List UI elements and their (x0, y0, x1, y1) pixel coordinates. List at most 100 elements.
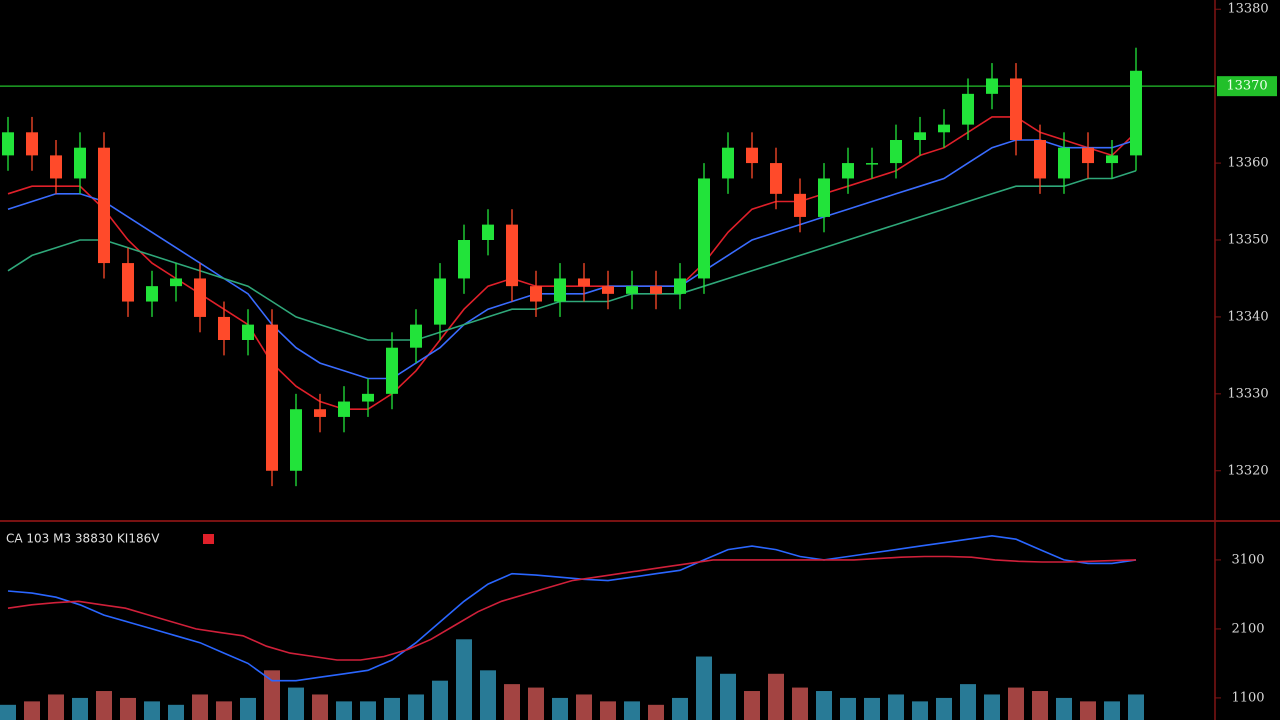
candle-body (770, 163, 782, 194)
candle-body (2, 132, 14, 156)
candle-body (722, 147, 734, 179)
indicator-line (7, 555, 1137, 661)
legend-swatch (203, 534, 214, 544)
volume-bar (672, 697, 688, 720)
candle-body (338, 401, 350, 417)
candle-body (482, 224, 494, 240)
candle-body (842, 163, 854, 179)
volume-bar (192, 694, 208, 720)
candle-body (554, 278, 566, 302)
volume-bar (912, 701, 928, 720)
volume-bar (336, 701, 352, 720)
volume-bar (384, 697, 400, 720)
volume-bar (648, 704, 664, 720)
candle-body (602, 286, 614, 294)
y-tick-label: 1100 (1231, 690, 1264, 705)
y-tick-label: 2100 (1231, 621, 1264, 636)
candle-body (818, 178, 830, 217)
candle-body (242, 324, 254, 340)
volume-bar (480, 670, 496, 720)
candle-body (266, 324, 278, 471)
indicator-legend: CA 103 M3 38830 KI186V (6, 532, 160, 546)
volume-bar (768, 673, 784, 720)
candle-body (314, 409, 326, 417)
candle-body (986, 78, 998, 94)
indicator-line (7, 534, 1137, 682)
candle-body (746, 147, 758, 164)
volume-bar (720, 673, 736, 720)
volume-bar (960, 684, 976, 720)
candle-body (146, 286, 158, 302)
indicator-line (7, 170, 1137, 341)
candle-body (530, 286, 542, 302)
candle-body (410, 324, 422, 348)
volume-bar (288, 687, 304, 720)
volume-bar (48, 694, 64, 720)
volume-bar (1032, 691, 1048, 720)
candle-body (458, 240, 470, 279)
candle-body (914, 132, 926, 140)
volume-bar (576, 694, 592, 720)
candle-body (434, 278, 446, 325)
volume-bar (744, 691, 760, 720)
volume-bar (1056, 697, 1072, 720)
volume-bar (1008, 687, 1024, 720)
volume-bar (840, 697, 856, 720)
candle-body (26, 132, 38, 156)
candle-body (626, 286, 638, 294)
candle-body (122, 263, 134, 302)
volume-bar (72, 697, 88, 720)
volume-bar (408, 694, 424, 720)
candle-body (290, 409, 302, 471)
price-tag (1217, 76, 1277, 97)
y-tick-label: 13330 (1227, 386, 1268, 401)
volume-bar (456, 639, 472, 720)
y-tick-label: 13340 (1227, 309, 1268, 324)
indicator-line (7, 139, 1137, 380)
volume-bar (792, 687, 808, 720)
volume-bar (216, 701, 232, 720)
volume-bar (528, 687, 544, 720)
volume-bar (504, 684, 520, 720)
candle-body (506, 224, 518, 287)
volume-bar (816, 691, 832, 720)
volume-bar (1104, 701, 1120, 720)
candle-body (1058, 147, 1070, 179)
volume-bar (0, 704, 16, 720)
candle-body (698, 178, 710, 279)
price-tag-label: 13370 (1226, 79, 1267, 94)
volume-bar (360, 701, 376, 720)
candle-body (170, 278, 182, 287)
candle-body (674, 278, 686, 294)
candle-body (98, 147, 110, 264)
volume-bar (120, 697, 136, 720)
candle-body (386, 347, 398, 394)
candle-body (1106, 155, 1118, 164)
candle-body (794, 193, 806, 217)
candle-body (938, 124, 950, 133)
volume-bar (240, 697, 256, 720)
candle-body (1082, 147, 1094, 164)
y-tick-label: 13380 (1227, 2, 1268, 17)
volume-bar (624, 701, 640, 720)
volume-bar (696, 656, 712, 720)
volume-bar (864, 697, 880, 720)
volume-bar (600, 701, 616, 720)
candle-body (1130, 70, 1142, 156)
candle-body (578, 278, 590, 287)
volume-bar (888, 694, 904, 720)
candle-body (50, 155, 62, 179)
y-tick-label: 13320 (1227, 463, 1268, 478)
volume-bar (168, 704, 184, 720)
volume-bar (552, 697, 568, 720)
candle-body (194, 278, 206, 317)
y-tick-label: 3100 (1231, 552, 1264, 567)
candle-body (218, 316, 230, 340)
volume-bar (264, 670, 280, 720)
candle-body (362, 393, 374, 402)
volume-bar (144, 701, 160, 720)
y-tick-label: 13350 (1227, 233, 1268, 248)
candle-body (962, 93, 974, 125)
